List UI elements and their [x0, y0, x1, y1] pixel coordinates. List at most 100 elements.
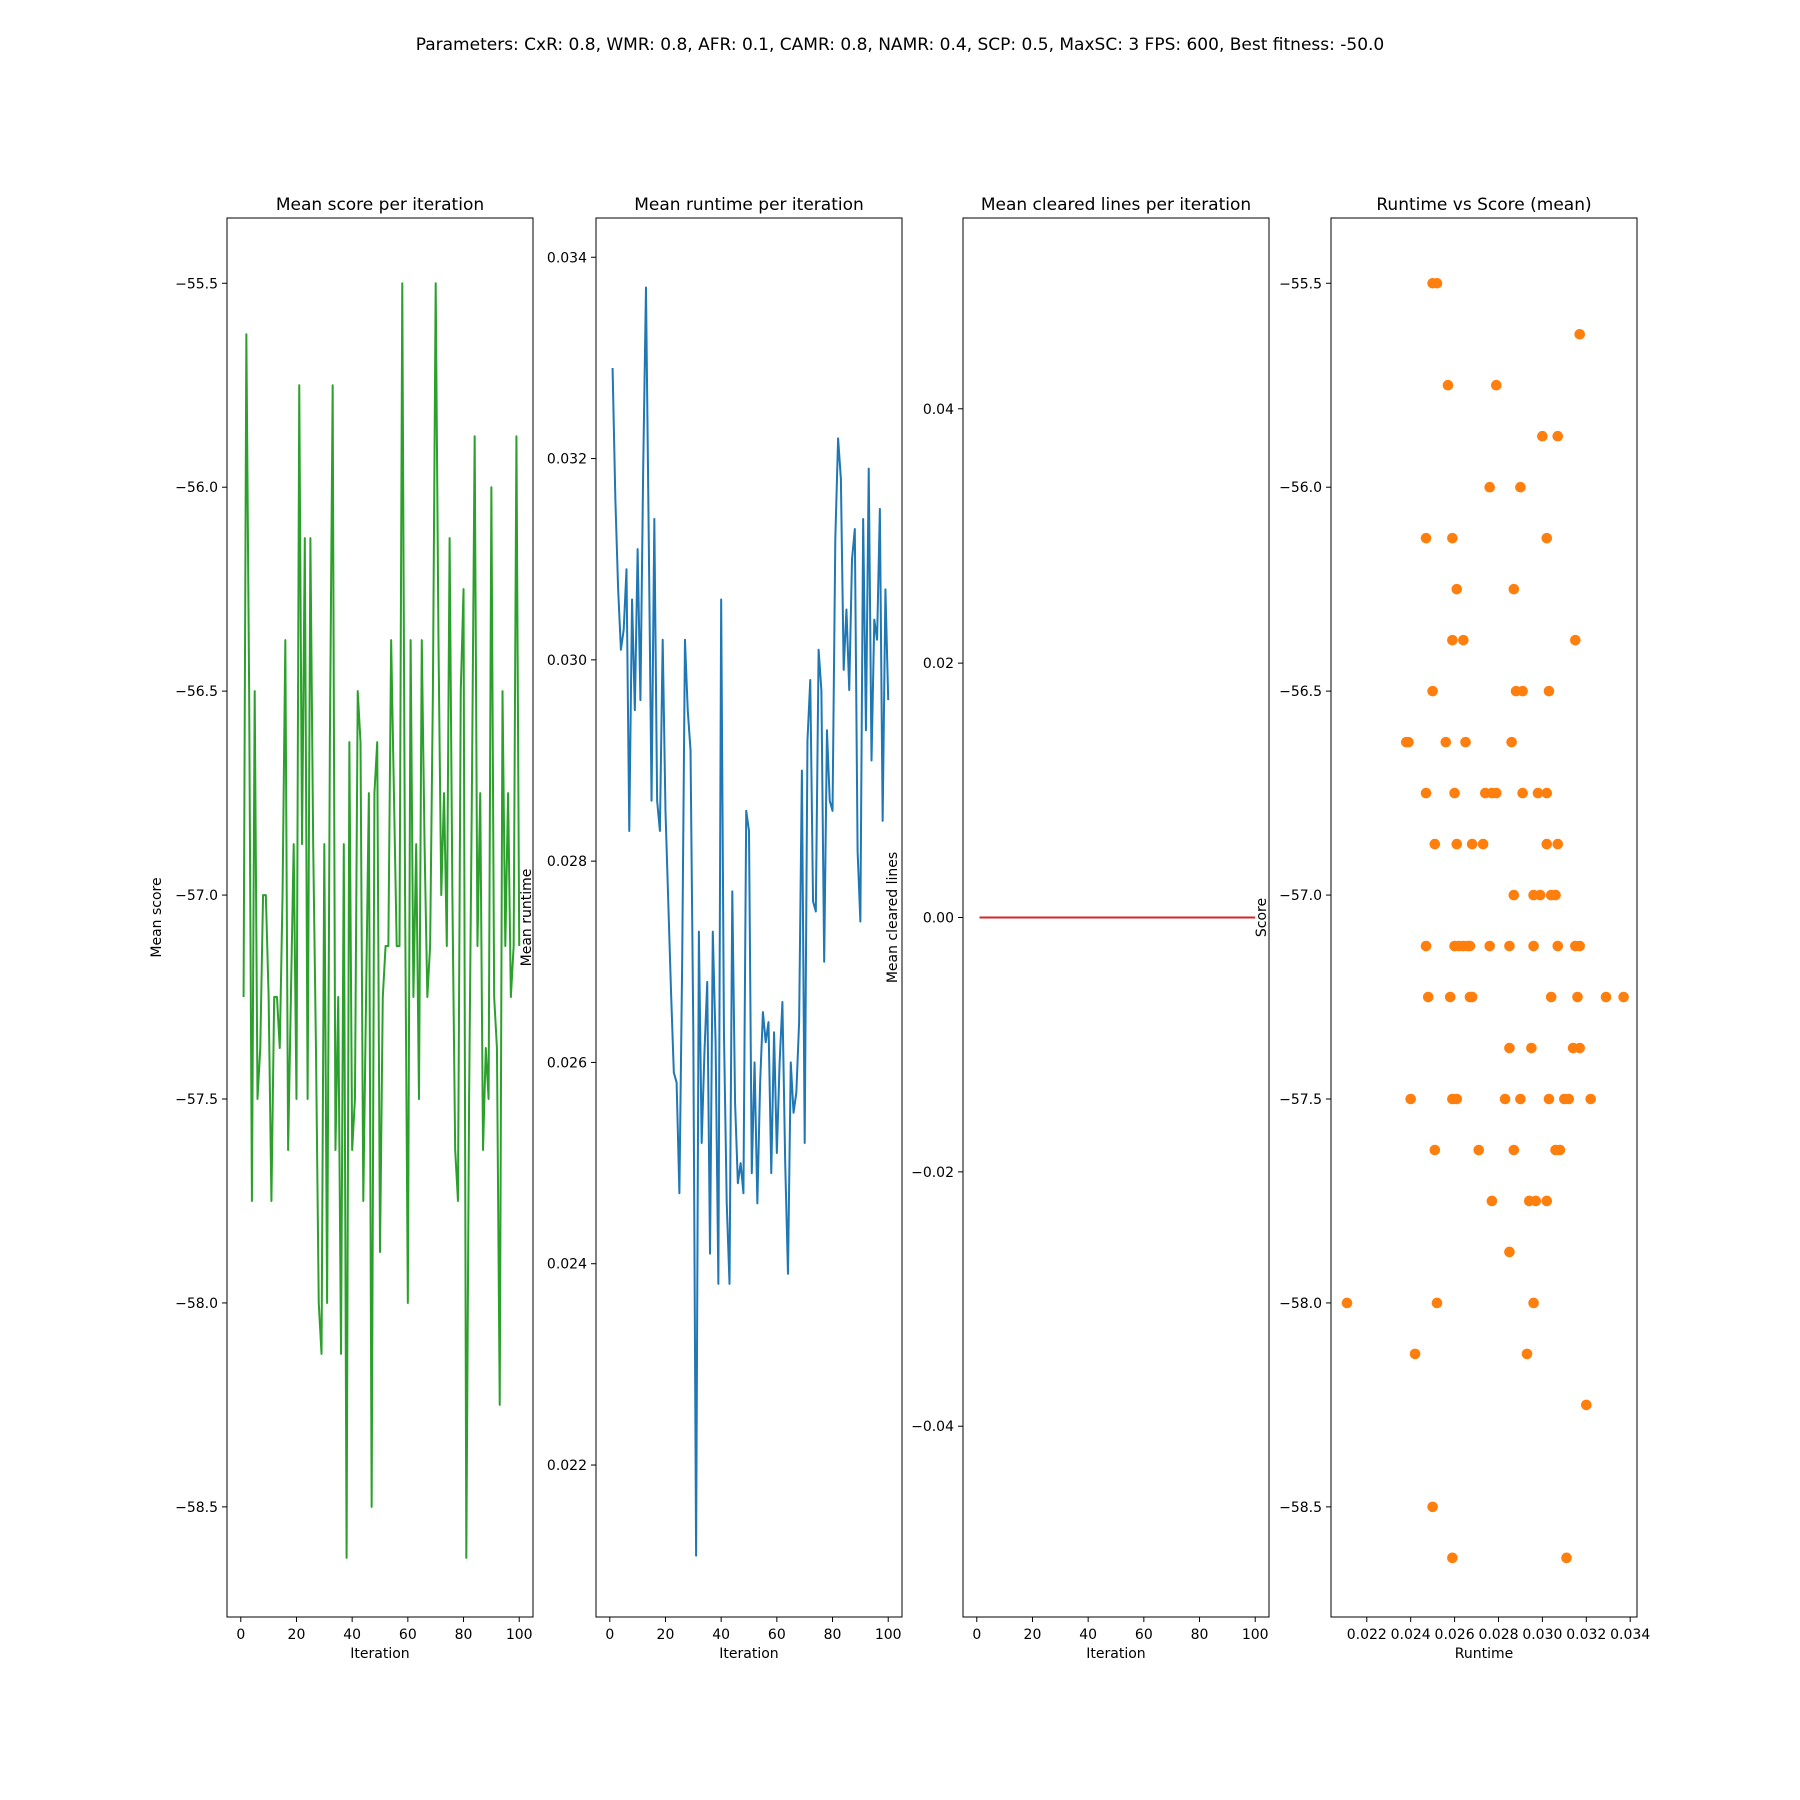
scatter-point [1447, 1552, 1458, 1564]
y-tick-label: −55.5 [1279, 276, 1322, 292]
y-axis-label: Mean runtime [519, 869, 535, 967]
x-axis-label: Runtime [1455, 1646, 1513, 1662]
x-tick-label: 0.030 [1522, 1627, 1562, 1643]
y-tick-label: 0.028 [547, 854, 587, 870]
scatter-point [1484, 940, 1496, 952]
x-tick-label: 60 [768, 1627, 786, 1643]
scatter-point [1447, 634, 1458, 646]
chart-title: Runtime vs Score (mean) [1376, 195, 1591, 215]
scatter-point [1449, 787, 1460, 799]
y-tick-label: −56.0 [175, 480, 218, 496]
scatter-point [1420, 940, 1432, 952]
scatter-point [1429, 838, 1441, 850]
series-line [242, 282, 521, 1559]
x-axis-label: Iteration [350, 1646, 409, 1662]
y-tick-label: −57.5 [1279, 1092, 1322, 1108]
scatter-point [1420, 532, 1432, 544]
scatter-point [1572, 991, 1583, 1003]
scatter-point [1526, 1042, 1537, 1054]
x-tick-label: 0 [236, 1627, 245, 1643]
scatter-point [1515, 481, 1526, 493]
x-tick-label: 0.034 [1610, 1627, 1650, 1643]
scatter-point [1541, 838, 1553, 850]
x-tick-label: 100 [506, 1627, 533, 1643]
scatter-point [1420, 787, 1432, 799]
plot-frame [226, 217, 534, 1618]
y-tick-label: 0.024 [547, 1257, 587, 1273]
scatter-point [1541, 1195, 1553, 1207]
scatter-point [1532, 787, 1544, 799]
scatter-point [1341, 1297, 1353, 1309]
scatter-point [1451, 838, 1463, 850]
scatter-point [1490, 787, 1502, 799]
y-tick-label: −57.0 [175, 888, 218, 904]
scatter-point [1528, 1297, 1539, 1309]
y-tick-label: 0.022 [547, 1458, 587, 1474]
scatter-point [1517, 787, 1528, 799]
scatter-point [1517, 685, 1528, 697]
x-tick-label: 20 [657, 1627, 675, 1643]
scatter-point [1574, 940, 1586, 952]
scatter-point [1543, 685, 1555, 697]
y-tick-label: 0.02 [923, 656, 954, 672]
y-axis-label: Mean score [149, 877, 165, 957]
scatter-point [1585, 1093, 1596, 1105]
scatter-point [1477, 838, 1489, 850]
scatter-point [1504, 940, 1515, 952]
x-tick-label: 0 [972, 1627, 981, 1643]
scatter-point [1405, 1093, 1416, 1105]
y-axis-label: Score [1254, 898, 1270, 937]
scatter-point [1563, 1093, 1575, 1105]
y-tick-label: −58.5 [175, 1500, 218, 1516]
y-tick-label: −55.5 [175, 276, 218, 292]
y-tick-label: 0.030 [547, 653, 587, 669]
scatter-point [1545, 991, 1557, 1003]
y-tick-label: −56.0 [1279, 480, 1322, 496]
scatter-point [1499, 1093, 1511, 1105]
scatter-point [1431, 277, 1443, 289]
scatter-point [1537, 430, 1548, 442]
scatter-point [1458, 634, 1469, 646]
chart-title: Mean runtime per iteration [634, 195, 864, 215]
scatter-point [1447, 532, 1458, 544]
scatter-point [1486, 1195, 1498, 1207]
scatter-point [1554, 1144, 1566, 1156]
scatter-point [1541, 532, 1553, 544]
scatter-point [1466, 838, 1478, 850]
scatter-point [1484, 481, 1496, 493]
x-tick-label: 80 [824, 1627, 842, 1643]
scatter-point [1409, 1348, 1421, 1360]
figure-suptitle: Parameters: CxR: 0.8, WMR: 0.8, AFR: 0.1… [416, 35, 1385, 55]
scatter-point [1427, 685, 1438, 697]
x-tick-label: 60 [1135, 1627, 1153, 1643]
y-tick-label: 0.04 [923, 402, 954, 418]
x-tick-label: 60 [399, 1627, 417, 1643]
scatter-chart-4: Runtime vs Score (mean)0.022 0.024 0.026 0.… [1254, 195, 1650, 1662]
x-axis-label: Iteration [1086, 1646, 1145, 1662]
y-axis-label: Mean cleared lines [885, 852, 901, 983]
y-tick-label: −57.0 [1279, 888, 1322, 904]
scatter-point [1528, 940, 1539, 952]
x-tick-label: 0.032 [1566, 1627, 1606, 1643]
scatter-point [1504, 1246, 1515, 1258]
x-tick-label: 80 [455, 1627, 473, 1643]
x-tick-label: 20 [1024, 1627, 1042, 1643]
scatter-point [1534, 889, 1546, 901]
scatter-point [1464, 940, 1476, 952]
scatter-point [1550, 889, 1561, 901]
scatter-point [1600, 991, 1612, 1003]
x-tick-label: 40 [343, 1627, 361, 1643]
x-tick-label: 0.026 [1435, 1627, 1475, 1643]
scatter-point [1460, 736, 1471, 748]
y-tick-label: −58.0 [1279, 1296, 1322, 1312]
scatter-point [1440, 736, 1452, 748]
scatter-point [1466, 991, 1478, 1003]
scatter-point [1506, 736, 1517, 748]
subplots: Mean score per iteration 0 20 40 60 80 100 −55.… [149, 195, 1650, 1662]
line-chart-1: Mean score per iteration 0 20 40 60 80 100 −55.… [149, 195, 534, 1662]
scatter-point [1552, 940, 1564, 952]
x-tick-label: 40 [1079, 1627, 1097, 1643]
scatter-point [1574, 328, 1586, 340]
y-tick-label: −58.5 [1279, 1500, 1322, 1516]
line-chart-2: Mean runtime per iteration 0 20 40 60 80 100 0.… [519, 195, 903, 1662]
